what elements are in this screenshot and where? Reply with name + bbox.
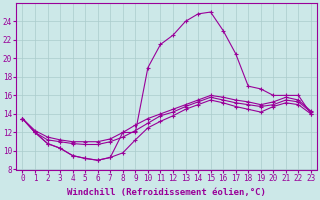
X-axis label: Windchill (Refroidissement éolien,°C): Windchill (Refroidissement éolien,°C) (67, 188, 266, 197)
